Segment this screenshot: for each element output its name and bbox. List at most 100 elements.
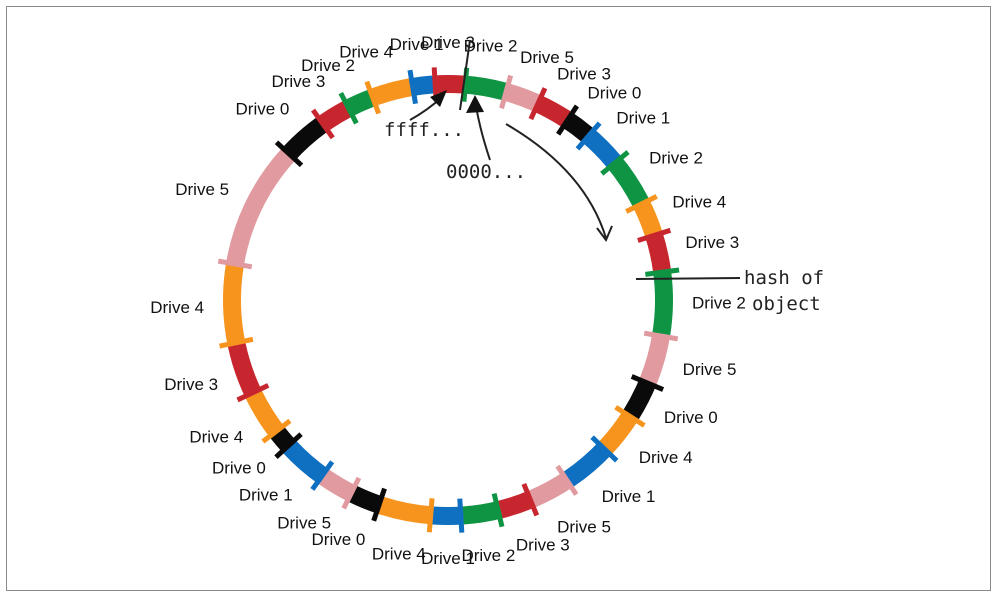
ring-tick [310, 460, 335, 491]
ring-segment-drive-0 [280, 117, 327, 162]
ring-tick [556, 104, 580, 136]
drive-label: Drive 0 [664, 408, 718, 427]
ring-segment-drive-3 [644, 230, 671, 272]
drive-label: Drive 4 [372, 544, 426, 563]
ring-tick [341, 476, 362, 510]
drive-label: Drive 1 [239, 486, 293, 505]
hash-label-line2: object [752, 293, 821, 315]
drive-label: Drive 1 [421, 549, 475, 568]
drive-label: Drive 2 [461, 546, 515, 565]
ring-tick [371, 487, 387, 522]
ring-tick [217, 258, 253, 270]
ring-tick [364, 80, 381, 115]
annotations: ffff... 0000... hash of object [384, 39, 824, 315]
ring-tick [555, 464, 579, 496]
ring-segment-drive-4 [245, 390, 285, 439]
ring-segment-drive-2 [462, 500, 503, 525]
ring-segment-drive-3 [532, 94, 571, 127]
drive-label: Drive 4 [639, 448, 693, 467]
ring-tick [310, 108, 335, 140]
ring-tick [338, 91, 359, 125]
drive-label: Drive 2 [649, 149, 703, 168]
ring-segment-drive-5 [318, 469, 358, 503]
ring-segment-drive-5 [225, 149, 295, 268]
ring-tick [219, 336, 254, 349]
hash-marker-line [635, 277, 741, 280]
clockwise-arrow [505, 123, 607, 239]
drive-label: Drive 0 [236, 99, 290, 118]
ring-segment-drive-4 [599, 409, 639, 454]
drive-label: Drive 3 [164, 375, 218, 394]
drive-label: Drive 2 [464, 37, 518, 56]
ring-segment-drive-2 [606, 155, 649, 207]
ring-segment-drive-4 [223, 264, 246, 347]
ring-tick [521, 483, 540, 517]
ring-segment-drive-5 [501, 82, 540, 111]
drive-label: Drive 3 [685, 233, 739, 252]
ring-segment-drive-1 [580, 127, 621, 168]
ring-tick [630, 374, 665, 392]
ring-tick [614, 405, 646, 428]
drive-label: Drive 3 [516, 536, 570, 555]
ring-segment-drive-3 [497, 490, 536, 519]
ring-tick [499, 74, 514, 110]
drive-label: Drive 3 [557, 64, 611, 83]
drive-label: Drive 5 [520, 48, 574, 67]
ring-segment-drive-4 [367, 78, 413, 107]
ring-tick [274, 140, 304, 168]
ffff-label: ffff... [384, 119, 464, 141]
drive-label: Drive 2 [301, 56, 355, 75]
drive-label: Drive 2 [692, 293, 746, 312]
ring-tick [274, 432, 303, 459]
diagram-frame [6, 6, 991, 591]
ffff-arrowhead [430, 90, 447, 107]
ring-segment-drive-5 [528, 471, 574, 508]
ring-segment-drive-4 [378, 496, 434, 525]
ring-tick [491, 493, 505, 528]
ring-segment-drive-1 [283, 441, 330, 485]
ring-tick [590, 435, 619, 463]
drive-label: Drive 3 [271, 72, 325, 91]
clockwise-arrowhead [596, 225, 613, 242]
ring-tick [575, 121, 602, 151]
ring-ticks [217, 67, 680, 533]
drive-label: Drive 4 [672, 192, 726, 211]
drive-label: Drive 1 [616, 109, 670, 128]
ring-tick [236, 383, 270, 403]
ring-tick [643, 330, 679, 342]
ring-tick [457, 498, 465, 533]
zero-arrowhead [466, 95, 484, 113]
drive-label: Drive 4 [339, 42, 393, 61]
ring-tick [645, 267, 680, 277]
drive-label: Drive 5 [175, 180, 229, 199]
drive-label: Drive 5 [277, 513, 331, 532]
drive-label: Drive 1 [602, 487, 656, 506]
ring-tick [637, 227, 672, 243]
drive-label: Drive 0 [212, 459, 266, 478]
ring-tick [426, 498, 435, 533]
ring-segment-drive-1 [563, 441, 613, 487]
ring-tick [600, 150, 630, 176]
ring-segment-drive-3 [227, 342, 263, 399]
drive-label: Drive 0 [312, 530, 366, 549]
hash-label-line1: hash of [744, 267, 824, 289]
ring-segments [223, 75, 673, 525]
ring-tick [261, 418, 292, 444]
drive-label: Drive 1 [390, 35, 444, 54]
drive-label: Drive 5 [557, 518, 611, 537]
drive-label: Drive 4 [189, 428, 243, 447]
drive-label: Drive 5 [683, 360, 737, 379]
ring-segment-drive-4 [632, 197, 662, 237]
ring-start-divider [459, 39, 471, 111]
zero-label: 0000... [446, 161, 526, 183]
ring-segment-drive-0 [623, 377, 657, 420]
ring-tick [407, 69, 418, 105]
drive-label: Drive 4 [150, 298, 204, 317]
drive-label: Drive 3 [421, 33, 475, 52]
zero-arrow-line [475, 105, 491, 161]
ring-tick [528, 87, 548, 121]
ring-segment-drive-2 [462, 75, 507, 101]
ring-segment-drive-5 [639, 332, 671, 385]
